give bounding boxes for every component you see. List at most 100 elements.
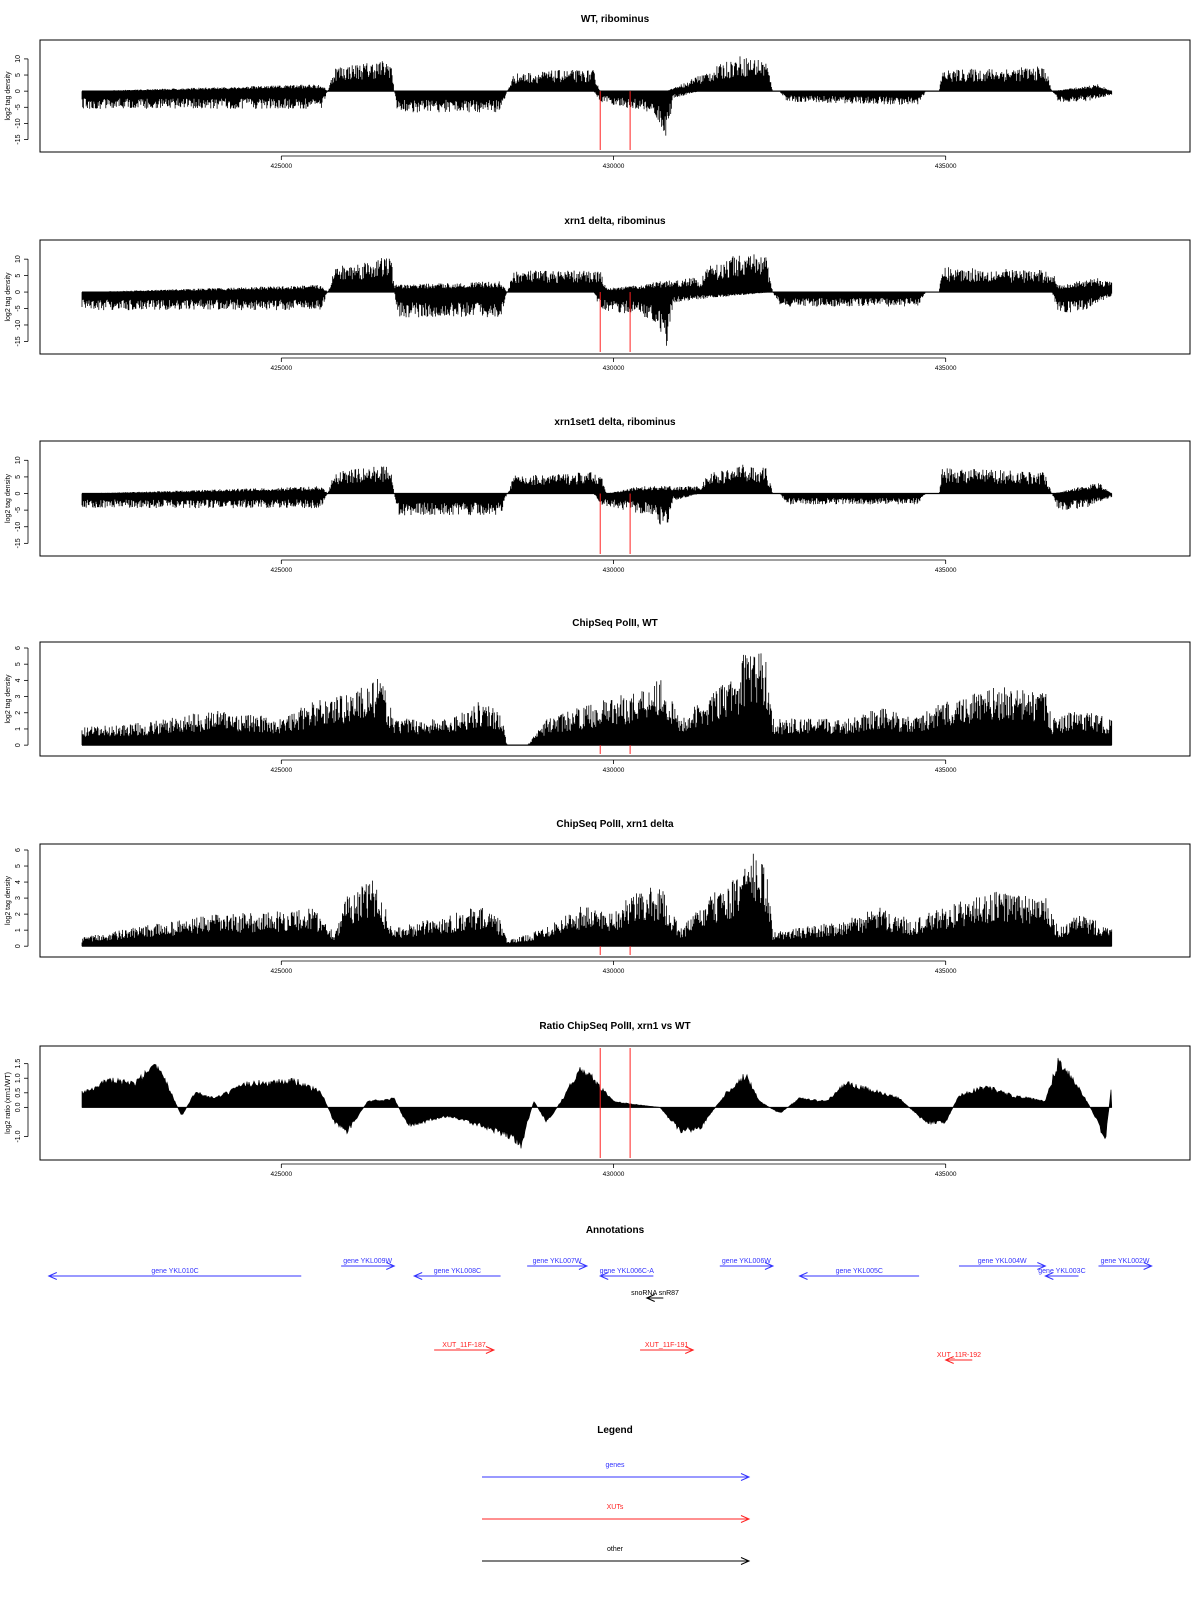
xut-arrow bbox=[944, 1356, 973, 1364]
y-axis-label: log2 tag density bbox=[5, 875, 12, 925]
chart-title: xrn1set1 delta, ribominus bbox=[554, 417, 676, 428]
x-tick-label: 435000 bbox=[935, 365, 957, 372]
bars-forward bbox=[87, 56, 1112, 92]
xut-arrow-head bbox=[944, 1356, 954, 1364]
legend-arrow-head bbox=[740, 1473, 751, 1481]
other-arrow-head bbox=[645, 1294, 655, 1302]
chart-panel-3: xrn1set1 delta, ribominus -15 -10 -5 0 5 10 log… bbox=[5, 417, 1191, 574]
y-tick-label: -5 bbox=[15, 104, 22, 110]
xut-arrow-head bbox=[485, 1346, 496, 1354]
y-tick-label: -10 bbox=[15, 522, 22, 532]
bars-reverse bbox=[81, 493, 1113, 525]
x-tick-label: 425000 bbox=[270, 767, 292, 774]
y-tick-label: 5 bbox=[15, 274, 22, 278]
chart-title: ChipSeq PolII, WT bbox=[572, 618, 658, 629]
y-tick-label: 3 bbox=[15, 695, 22, 699]
y-tick-label: -15 bbox=[15, 538, 22, 548]
gene-arrow bbox=[598, 1272, 654, 1280]
gene-arrow-head bbox=[1037, 1262, 1047, 1270]
chart-title: WT, ribominus bbox=[581, 14, 650, 25]
x-tick-label: 430000 bbox=[603, 1171, 625, 1178]
chart-panel-5: ChipSeq PolII, xrn1 delta 0 1 2 3 4 5 6 log2 tag… bbox=[5, 819, 1191, 975]
xut-label: XUT_11F-191 bbox=[645, 1342, 689, 1349]
legend-panel: Legend genes XUTs other bbox=[482, 1425, 751, 1565]
xut-label: XUT_11R-192 bbox=[937, 1352, 981, 1359]
gene-arrow bbox=[1098, 1262, 1153, 1270]
y-tick-label: 10 bbox=[15, 456, 22, 464]
y-axis-label: log2 ratio (xrn1/WT) bbox=[5, 1072, 12, 1134]
plot-frame bbox=[39, 239, 1191, 355]
legend-arrow-head bbox=[740, 1557, 751, 1565]
y-tick-label: 0 bbox=[15, 290, 22, 294]
gene-arrow bbox=[1044, 1272, 1079, 1280]
gene-arrow-head bbox=[598, 1272, 609, 1280]
y-tick-label: 0.5 bbox=[15, 1088, 22, 1098]
y-tick-label: 4 bbox=[15, 880, 22, 884]
gene-arrow-head bbox=[798, 1272, 808, 1280]
y-tick-label: 2 bbox=[15, 711, 22, 715]
legend-title: Legend bbox=[597, 1425, 633, 1436]
chart-title: xrn1 delta, ribominus bbox=[564, 216, 666, 227]
y-tick-label: -5 bbox=[15, 507, 22, 513]
chart-title: ChipSeq PolII, xrn1 delta bbox=[556, 819, 674, 830]
x-tick-label: 425000 bbox=[270, 968, 292, 975]
y-tick-label: 10 bbox=[15, 255, 22, 263]
y-tick-label: 1.0 bbox=[15, 1073, 22, 1083]
gene-arrow-head bbox=[386, 1262, 396, 1270]
legend-label: XUTs bbox=[607, 1504, 624, 1511]
chart-title: Ratio ChipSeq PolII, xrn1 vs WT bbox=[539, 1021, 690, 1032]
annotations-title: Annotations bbox=[586, 1225, 645, 1236]
y-tick-label: 0 bbox=[15, 944, 22, 948]
gene-label: gene YKL010C bbox=[151, 1268, 198, 1275]
y-tick-label: 2 bbox=[15, 912, 22, 916]
x-tick-label: 430000 bbox=[603, 968, 625, 975]
y-tick-label: 0 bbox=[15, 491, 22, 495]
bars-forward bbox=[87, 464, 1112, 494]
legend-label: genes bbox=[605, 1462, 625, 1469]
gene-arrow-head bbox=[1044, 1272, 1054, 1280]
xut-arrow bbox=[434, 1346, 496, 1354]
gene-label: gene YKL009W bbox=[343, 1258, 392, 1265]
gene-arrow bbox=[527, 1262, 589, 1270]
plot-frame bbox=[39, 843, 1191, 958]
gene-arrow-head bbox=[1143, 1262, 1153, 1270]
gene-label: gene YKL004W bbox=[978, 1258, 1027, 1265]
gene-arrow-head bbox=[578, 1262, 589, 1270]
gene-label: gene YKL008C bbox=[434, 1268, 481, 1275]
xut-arrow bbox=[640, 1346, 695, 1354]
y-tick-label: -5 bbox=[15, 305, 22, 311]
gene-label: gene YKL006C-A bbox=[600, 1268, 655, 1275]
legend-arrow bbox=[482, 1515, 751, 1523]
xut-arrow-head bbox=[685, 1346, 695, 1354]
x-tick-label: 435000 bbox=[935, 968, 957, 975]
gene-arrow-head bbox=[47, 1272, 57, 1280]
gene-label: gene YKL006W bbox=[722, 1258, 771, 1265]
gene-arrow bbox=[798, 1272, 920, 1280]
gene-arrow bbox=[412, 1272, 501, 1280]
gene-arrow-head bbox=[412, 1272, 423, 1280]
y-tick-label: 5 bbox=[15, 864, 22, 868]
other-arrow bbox=[645, 1294, 664, 1302]
plot-frame bbox=[39, 39, 1191, 153]
x-tick-label: 430000 bbox=[603, 567, 625, 574]
bars-forward bbox=[87, 254, 1113, 293]
y-tick-label: 0.0 bbox=[15, 1102, 22, 1112]
y-tick-label: 5 bbox=[15, 662, 22, 666]
y-tick-label: 5 bbox=[15, 73, 22, 77]
gene-label: gene YKL007W bbox=[533, 1258, 582, 1265]
x-tick-label: 435000 bbox=[935, 163, 957, 170]
legend-label: other bbox=[607, 1546, 624, 1553]
x-tick-label: 435000 bbox=[935, 1171, 957, 1178]
x-tick-label: 425000 bbox=[270, 1171, 292, 1178]
y-axis-label: log2 tag density bbox=[5, 674, 12, 724]
y-tick-label: -15 bbox=[15, 134, 22, 144]
bars-forward bbox=[81, 653, 1113, 746]
y-tick-label: 5 bbox=[15, 475, 22, 479]
y-tick-label: -10 bbox=[15, 118, 22, 128]
bars-forward bbox=[81, 853, 1113, 947]
y-tick-label: 4 bbox=[15, 678, 22, 682]
chart-panel-6: Ratio ChipSeq PolII, xrn1 vs WT -1.0 0.0 0.… bbox=[5, 1021, 1191, 1178]
other-label: snoRNA snR87 bbox=[631, 1290, 679, 1297]
ratio-area bbox=[81, 1057, 1113, 1149]
gene-arrow bbox=[719, 1262, 775, 1270]
